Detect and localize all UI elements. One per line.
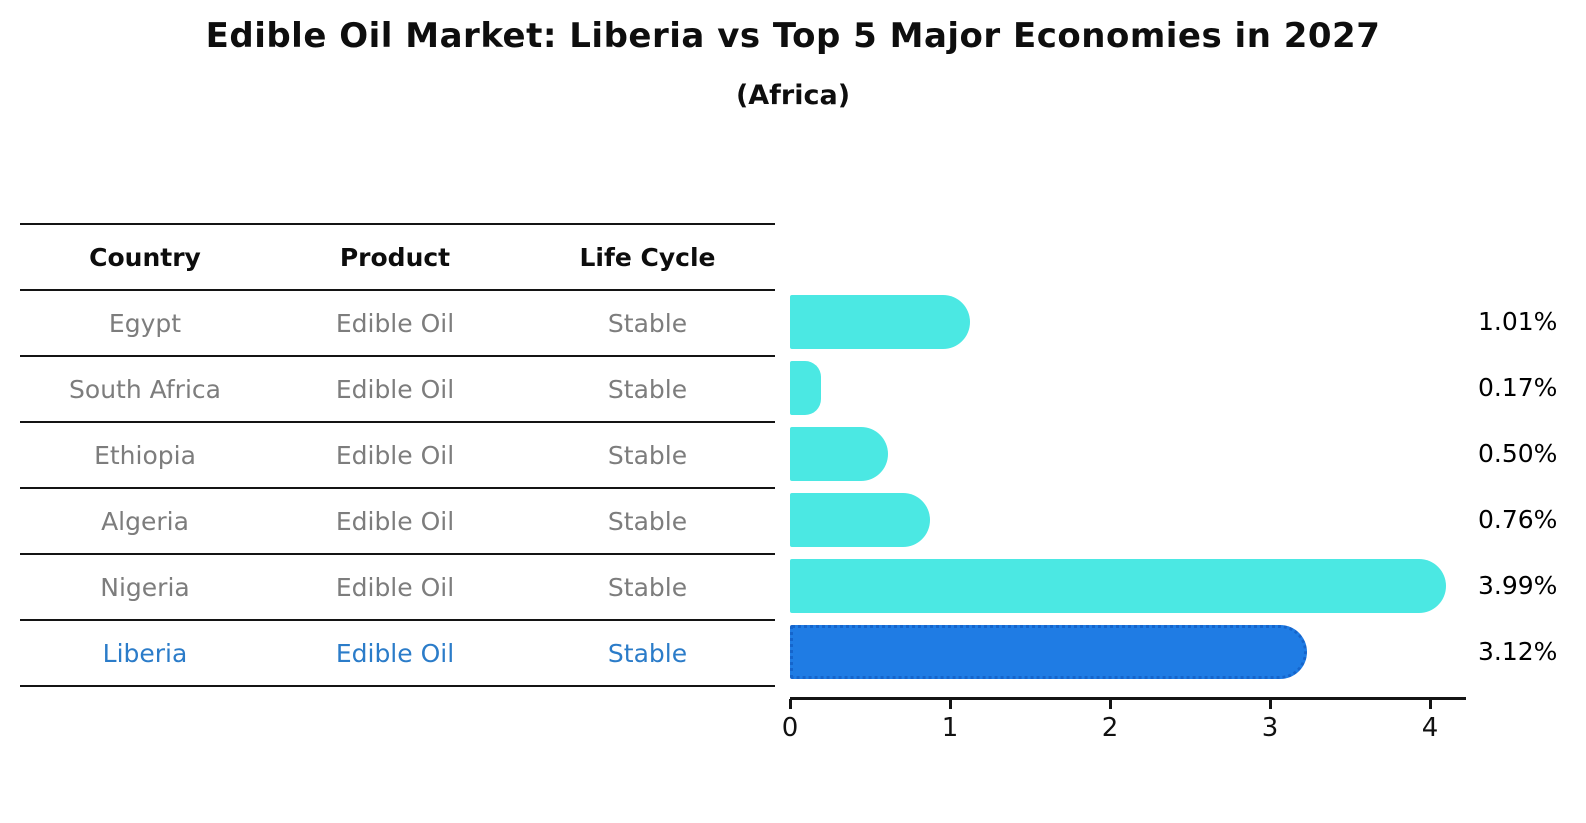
cell-country: Ethiopia: [94, 440, 196, 470]
cell-country: Egypt: [108, 308, 182, 338]
x-axis-line: [790, 697, 1466, 700]
x-axis-tick-label: 4: [1421, 713, 1439, 743]
cell-country: Algeria: [101, 506, 189, 536]
bar-value-label-ethiopia: 0.50%: [1478, 439, 1558, 468]
cell-life-cycle: Stable: [607, 440, 688, 470]
x-axis-tick: [1109, 699, 1112, 709]
table-row-liberia: Liberia Edible Oil Stable: [20, 619, 775, 685]
table-row-algeria: Algeria Edible Oil Stable: [20, 487, 775, 553]
x-axis-tick: [1269, 699, 1272, 709]
table-row-south-africa: South Africa Edible Oil Stable: [20, 355, 775, 421]
chart-title: Edible Oil Market: Liberia vs Top 5 Majo…: [205, 16, 1381, 56]
x-axis-tick-label: 1: [941, 713, 959, 743]
table-row-ethiopia: Ethiopia Edible Oil Stable: [20, 421, 775, 487]
bar-nigeria: [790, 559, 1446, 613]
cell-country: Liberia: [102, 638, 188, 668]
column-header-life-cycle: Life Cycle: [579, 242, 716, 272]
cell-life-cycle: Stable: [607, 506, 688, 536]
bar-plot: 1.01% 0.17% 0.50% 0.76% 3.99% 3.12% 0 1 2 3 4: [782, 223, 1586, 783]
cell-life-cycle: Stable: [607, 308, 688, 338]
column-header-product: Product: [339, 242, 451, 272]
bar-value-label-egypt: 1.01%: [1478, 307, 1558, 336]
bar-liberia: [790, 625, 1307, 679]
bar-ethiopia: [790, 427, 888, 481]
x-axis-tick-label: 0: [781, 713, 799, 743]
bar-algeria: [790, 493, 930, 547]
bar-value-label-south-africa: 0.17%: [1478, 373, 1558, 402]
comparison-table: Country Product Life Cycle Egypt Edible Oil S…: [20, 223, 775, 687]
x-axis-tick: [949, 699, 952, 709]
bar-value-label-liberia: 3.12%: [1478, 637, 1558, 666]
table-row-nigeria: Nigeria Edible Oil Stable: [20, 553, 775, 619]
table-row-egypt: Egypt Edible Oil Stable: [20, 289, 775, 355]
cell-product: Edible Oil: [335, 572, 455, 602]
cell-product: Edible Oil: [335, 638, 455, 668]
bar-value-label-algeria: 0.76%: [1478, 505, 1558, 534]
x-axis-tick-label: 3: [1261, 713, 1279, 743]
cell-country: South Africa: [69, 374, 221, 404]
bar-egypt: [790, 295, 970, 349]
cell-life-cycle: Stable: [607, 374, 688, 404]
chart-subtitle: (Africa): [735, 80, 851, 111]
x-axis-tick: [789, 699, 792, 709]
column-header-country: Country: [89, 242, 201, 272]
bar-value-label-nigeria: 3.99%: [1478, 571, 1558, 600]
table-header-row: Country Product Life Cycle: [20, 223, 775, 289]
cell-life-cycle: Stable: [607, 638, 688, 668]
bar-south-africa: [790, 361, 821, 415]
cell-product: Edible Oil: [335, 308, 455, 338]
x-axis-tick: [1429, 699, 1432, 709]
x-axis-tick-label: 2: [1101, 713, 1119, 743]
cell-product: Edible Oil: [335, 374, 455, 404]
cell-product: Edible Oil: [335, 440, 455, 470]
cell-product: Edible Oil: [335, 506, 455, 536]
cell-country: Nigeria: [100, 572, 190, 602]
cell-life-cycle: Stable: [607, 572, 688, 602]
